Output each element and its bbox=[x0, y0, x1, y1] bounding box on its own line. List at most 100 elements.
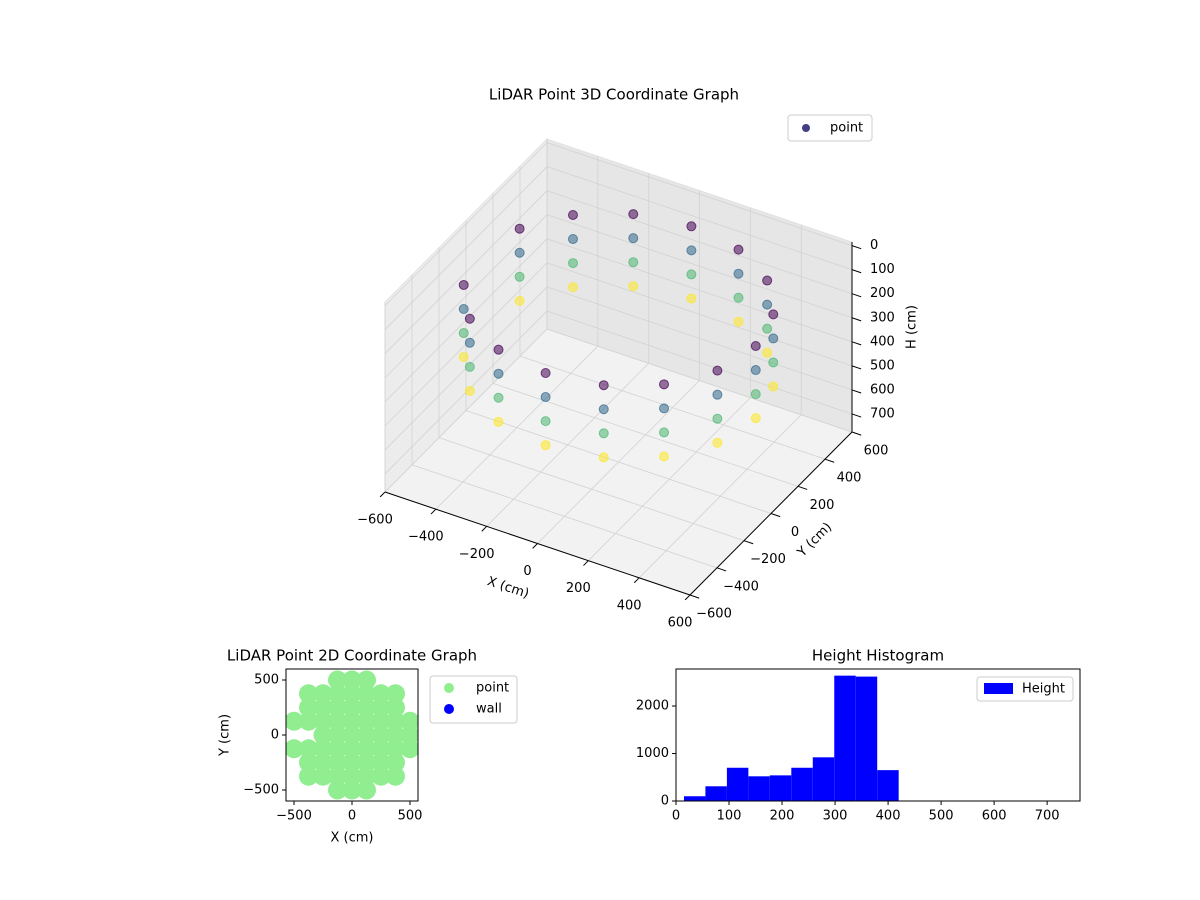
z-axis-label: H (cm) bbox=[905, 305, 920, 349]
tick-mark bbox=[583, 560, 589, 566]
grid-line bbox=[411, 464, 718, 569]
point bbox=[342, 753, 362, 772]
point bbox=[458, 303, 469, 314]
point bbox=[540, 392, 551, 403]
point bbox=[750, 341, 761, 352]
point bbox=[356, 670, 376, 690]
legend-label: point bbox=[476, 681, 509, 696]
grid-line bbox=[465, 410, 772, 514]
point bbox=[464, 337, 475, 348]
point bbox=[659, 427, 670, 438]
point bbox=[540, 440, 551, 451]
tick-mark bbox=[743, 540, 754, 545]
y-tick-label: 200 bbox=[810, 498, 835, 513]
point bbox=[356, 766, 376, 786]
point bbox=[540, 368, 551, 379]
grid-line bbox=[384, 190, 548, 354]
point bbox=[371, 753, 391, 772]
bar bbox=[855, 676, 878, 801]
z-tick-label: 700 bbox=[870, 406, 895, 421]
x-tick-label: 400 bbox=[876, 809, 901, 824]
point bbox=[299, 711, 319, 731]
point bbox=[598, 404, 609, 415]
x-tick-label: 0 bbox=[523, 564, 531, 579]
point bbox=[371, 725, 391, 745]
point bbox=[328, 684, 348, 704]
y-tick-label: 0 bbox=[271, 728, 279, 743]
grid-line bbox=[384, 214, 548, 379]
z-tick-label: 600 bbox=[870, 382, 895, 397]
point bbox=[750, 413, 761, 424]
point bbox=[464, 361, 475, 372]
point bbox=[686, 293, 697, 304]
tick-mark bbox=[797, 485, 808, 490]
point bbox=[514, 271, 525, 282]
tick-mark bbox=[481, 525, 488, 532]
point bbox=[342, 670, 362, 690]
plot-area bbox=[286, 670, 418, 800]
point bbox=[514, 223, 525, 234]
point bbox=[768, 381, 779, 392]
bar bbox=[877, 770, 899, 801]
z-tick-label: 500 bbox=[870, 358, 895, 373]
bar bbox=[769, 775, 792, 801]
legend-marker bbox=[444, 683, 454, 693]
point bbox=[733, 292, 744, 303]
legend-swatch bbox=[984, 683, 1013, 694]
point bbox=[342, 684, 362, 704]
point bbox=[540, 416, 551, 427]
point bbox=[458, 328, 469, 339]
point bbox=[598, 380, 609, 391]
point bbox=[385, 739, 405, 759]
point bbox=[464, 313, 475, 324]
point bbox=[686, 245, 697, 256]
y-tick-label: −600 bbox=[696, 607, 732, 622]
point bbox=[567, 234, 578, 245]
point bbox=[768, 357, 779, 368]
tick-mark bbox=[851, 341, 862, 346]
grid-line bbox=[438, 437, 745, 542]
x-tick-label: 700 bbox=[1035, 809, 1060, 824]
point bbox=[733, 268, 744, 279]
grid-line bbox=[546, 190, 853, 295]
point bbox=[342, 780, 362, 800]
point bbox=[328, 739, 348, 759]
point bbox=[385, 725, 405, 745]
point bbox=[493, 416, 504, 427]
legend-box bbox=[429, 675, 518, 724]
y-tick-label: 0 bbox=[791, 525, 799, 540]
point bbox=[762, 323, 773, 334]
point bbox=[299, 684, 319, 704]
x-tick-label: −400 bbox=[408, 530, 444, 545]
grid-line bbox=[384, 166, 548, 330]
point bbox=[493, 344, 504, 355]
point bbox=[659, 451, 670, 462]
legend-marker bbox=[444, 704, 454, 714]
point bbox=[313, 698, 333, 717]
x-tick-label: 0 bbox=[348, 809, 356, 824]
point bbox=[356, 684, 376, 704]
point bbox=[328, 753, 348, 772]
tick-mark bbox=[851, 245, 862, 250]
point bbox=[762, 299, 773, 310]
x-tick-label: −200 bbox=[459, 547, 495, 562]
chart-title: LiDAR Point 3D Coordinate Graph bbox=[489, 86, 739, 104]
y-axis-line bbox=[689, 431, 853, 596]
point bbox=[567, 209, 578, 220]
point bbox=[313, 739, 333, 759]
point bbox=[385, 766, 405, 786]
x-tick-label: 200 bbox=[566, 581, 591, 596]
point bbox=[371, 698, 391, 717]
tick-mark bbox=[851, 365, 862, 370]
point bbox=[385, 753, 405, 772]
point bbox=[464, 385, 475, 396]
x-tick-label: −600 bbox=[357, 513, 393, 528]
point bbox=[458, 352, 469, 363]
z-tick-label: 400 bbox=[870, 334, 895, 349]
point bbox=[342, 766, 362, 786]
x-tick-label: 300 bbox=[823, 809, 848, 824]
point bbox=[628, 281, 639, 292]
point bbox=[328, 698, 348, 717]
point bbox=[356, 698, 376, 717]
